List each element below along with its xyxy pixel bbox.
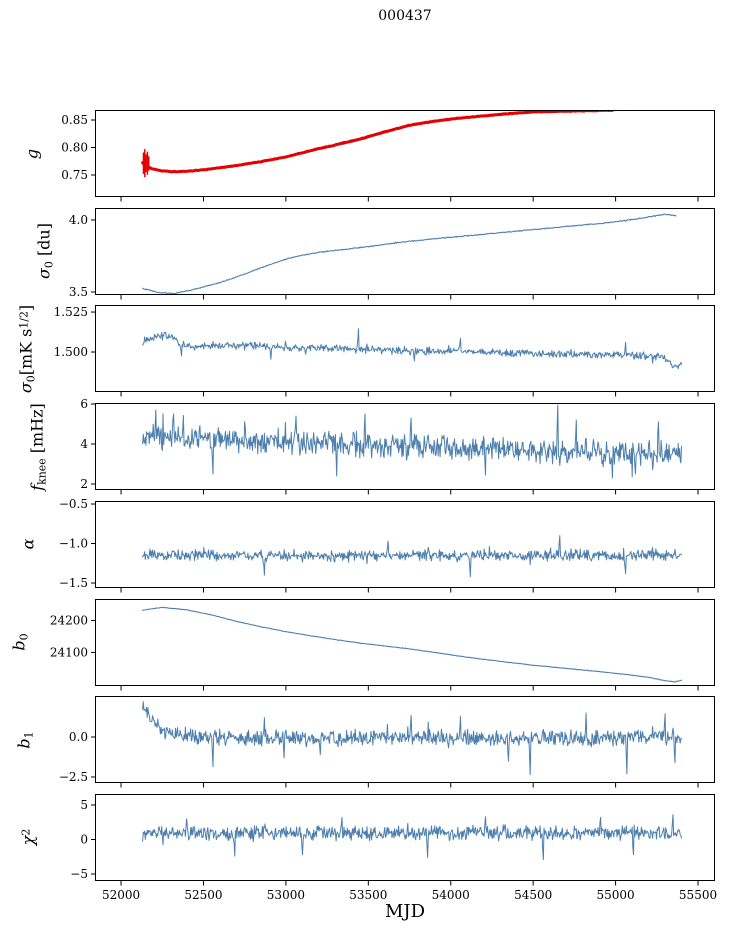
figure-title: 000437	[378, 8, 432, 24]
y-tick-label: 4	[80, 437, 88, 451]
b1-line	[142, 701, 682, 776]
y-axis-label-segment: σ	[34, 268, 54, 280]
panel-g: 0.85 0.80 0.75	[61, 110, 715, 202]
y-tick-label: −1.0	[59, 537, 88, 551]
panel-sigma0-du: 4.0 3.5	[69, 207, 715, 300]
y-axis-label-segment: 2	[19, 829, 33, 836]
y-axis-label-segment: 0	[17, 633, 31, 641]
sigma0-mks-line	[142, 328, 682, 370]
panel-b0: 24200 24100	[50, 598, 715, 690]
y-tick-label: −5	[70, 867, 88, 881]
y-axis-label-segment: ]	[16, 304, 36, 311]
x-tick-label: 54500	[514, 888, 552, 902]
y-axis-label-b1: b1	[15, 731, 36, 748]
y-axis-label-segment: [mHz]	[27, 402, 47, 458]
series-group	[142, 213, 677, 294]
x-tick-label: 54000	[432, 888, 470, 902]
y-tick-label: 24100	[50, 645, 88, 659]
g-fit-line	[141, 110, 614, 174]
panel-frame	[95, 110, 715, 197]
panel-sigma0-mks: 1.525 1.500	[54, 305, 715, 397]
y-axis-label-sigma0-mks: σ0[mK s1/2]	[17, 305, 38, 393]
y-tick-label: 4.0	[69, 213, 88, 227]
y-axis-label-segment: [du]	[34, 223, 54, 262]
y-axis-label-chi2: χ2	[19, 829, 38, 846]
y-axis-label-segment: α	[18, 538, 38, 550]
y-axis-label-segment: 0	[24, 375, 38, 383]
y-axis-label-fknee: fknee [mHz]	[28, 403, 49, 491]
y-axis-label-segment: b	[9, 640, 29, 651]
panel-chi2: 5 0 −5 52000 52500 53000 53500 54000 54500 55000 5…	[70, 793, 717, 902]
x-tick-label: 55000	[597, 888, 635, 902]
y-axis-label-b0: b0	[10, 633, 31, 650]
panel-frame	[95, 598, 715, 686]
panel-frame	[95, 403, 715, 491]
panel-frame	[95, 500, 715, 588]
sigma0-du-line	[142, 213, 677, 294]
y-axis-label-segment: [mK s	[16, 328, 36, 376]
g-measured-line	[141, 110, 641, 173]
y-tick-label: 2	[80, 477, 88, 491]
y-tick-label: 6	[80, 397, 88, 411]
y-tick-label: 0.75	[61, 168, 88, 182]
y-axis-label-g: g	[23, 148, 42, 158]
series-group	[141, 110, 641, 178]
series-group	[142, 534, 682, 577]
y-axis-label-alpha: α	[19, 539, 38, 550]
y-tick-label: 0.80	[61, 141, 88, 155]
series-group	[142, 404, 682, 479]
panel-frame	[95, 305, 715, 393]
b0-line	[142, 606, 683, 683]
y-axis-label-segment: f	[27, 484, 47, 491]
panel-b1: 0.0 −2.5	[59, 696, 715, 788]
panel-fknee: 6 4 2	[80, 397, 715, 495]
panel-frame	[95, 696, 715, 784]
y-tick-label: 1.500	[54, 346, 88, 360]
y-axis-label-segment: σ	[16, 382, 36, 394]
y-tick-label: 1.525	[54, 306, 88, 320]
x-tick-label: 53500	[349, 888, 387, 902]
y-axis-label-segment: b	[14, 738, 34, 749]
y-tick-label: 0.85	[61, 113, 88, 127]
series-group	[142, 606, 683, 683]
y-tick-label: 3.5	[69, 285, 88, 299]
y-axis-label-segment: χ	[18, 836, 38, 846]
y-tick-label: 24200	[50, 613, 88, 627]
y-axis-label-segment: 0	[42, 261, 56, 269]
y-tick-label: 0	[80, 833, 88, 847]
x-tick-label: 52000	[102, 888, 140, 902]
y-tick-label: −0.5	[59, 497, 88, 511]
x-tick-label: 52500	[184, 888, 222, 902]
panel-frame	[95, 793, 715, 881]
y-axis-label-segment: 1/2	[17, 311, 31, 329]
y-tick-label: 5	[80, 798, 88, 812]
x-axis-label: MJD	[384, 901, 426, 922]
y-axis-label-segment: knee	[35, 457, 49, 485]
y-axis-label-segment: g	[22, 148, 42, 159]
series-group	[142, 328, 682, 370]
x-tick-label: 55500	[679, 888, 717, 902]
y-axis-label-segment: 1	[22, 731, 36, 739]
y-tick-label: −1.5	[59, 576, 88, 590]
y-tick-label: −2.5	[59, 770, 88, 784]
panel-frame	[95, 207, 715, 295]
fknee-line	[142, 404, 682, 479]
alpha-line	[142, 534, 682, 577]
series-group	[142, 813, 682, 860]
chi2-line	[142, 813, 682, 860]
y-tick-label: 0.0	[69, 730, 88, 744]
panel-alpha: −0.5 −1.0 −1.5	[59, 497, 715, 593]
x-tick-label: 53000	[267, 888, 305, 902]
y-axis-label-sigma0-du: σ0 [du]	[35, 223, 56, 279]
series-group	[142, 701, 682, 776]
